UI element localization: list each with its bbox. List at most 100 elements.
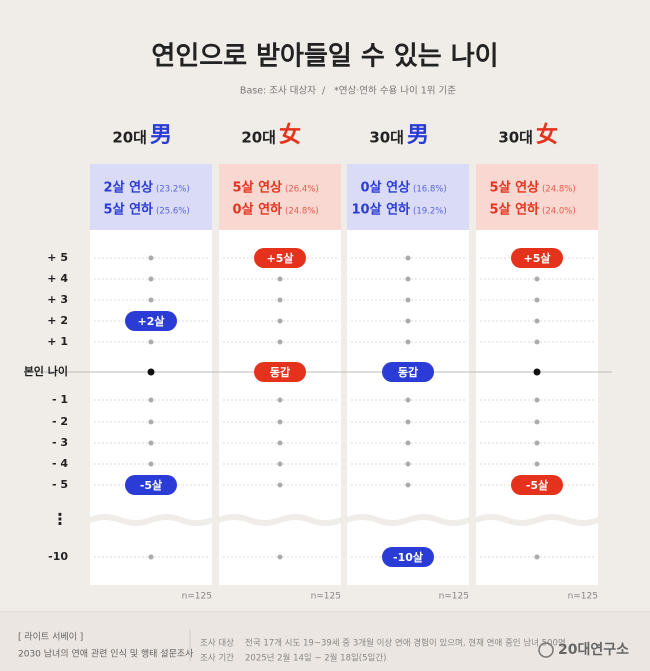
row-label: - 1	[52, 393, 68, 406]
badge	[511, 475, 563, 495]
dot	[277, 461, 283, 467]
older: 2살 연상	[104, 180, 153, 196]
column-body	[90, 230, 212, 585]
badge	[125, 475, 177, 495]
badge	[382, 362, 434, 382]
sample-size: n=125	[182, 592, 212, 602]
column-gender: 女	[279, 122, 301, 148]
dot	[148, 339, 154, 345]
badge	[254, 248, 306, 268]
dot	[405, 318, 411, 324]
self-dot	[533, 368, 541, 376]
column-age: 20대	[241, 129, 276, 147]
dot	[534, 461, 540, 467]
dot	[277, 482, 283, 488]
sample-size: n=125	[439, 592, 469, 602]
older-pct: (16.8%)	[413, 185, 447, 195]
row-label: - 2	[52, 415, 68, 428]
column-age: 30대	[369, 129, 404, 147]
row-label: + 1	[47, 335, 68, 348]
footer-target: 전국 17개 시도 19~39세 중 3개월 이상 연애 경험이 있으며, 현재…	[245, 638, 566, 649]
footer-period: 2025년 2월 14일 ~ 2월 18일(5일간)	[245, 653, 387, 664]
dot	[534, 440, 540, 446]
dot	[148, 397, 154, 403]
badge-label: 동갑	[270, 366, 290, 379]
dot	[277, 419, 283, 425]
dot	[148, 276, 154, 282]
row-label: - 3	[52, 436, 68, 449]
dot	[534, 419, 540, 425]
dot	[148, 554, 154, 560]
self-dot	[147, 368, 155, 376]
younger: 5살 연하	[490, 202, 539, 218]
dot	[534, 297, 540, 303]
dot	[277, 318, 283, 324]
column-gender: 男	[407, 123, 429, 148]
column-body	[347, 230, 469, 585]
dot	[148, 297, 154, 303]
younger-pct: (25.6%)	[156, 207, 190, 217]
summary-box	[219, 164, 341, 230]
dot	[148, 440, 154, 446]
dot	[405, 297, 411, 303]
row-label: 본인 나이	[24, 364, 68, 378]
row-label: + 3	[47, 293, 68, 306]
dot	[405, 339, 411, 345]
dot	[534, 318, 540, 324]
break	[219, 514, 341, 526]
badge-label: -5살	[140, 478, 162, 492]
dot	[148, 461, 154, 467]
older: 0살 연상	[361, 180, 410, 196]
title: 연인으로 받아들일 수 있는 나이	[151, 42, 498, 72]
row-label: + 2	[47, 314, 68, 327]
badge-label: -10살	[393, 550, 423, 564]
dot	[405, 482, 411, 488]
row-label: -10	[48, 550, 68, 563]
younger: 5살 연하	[104, 202, 153, 218]
dot	[277, 339, 283, 345]
column-age: 20대	[112, 129, 147, 147]
dot	[405, 255, 411, 261]
summary-box	[476, 164, 598, 230]
ellipsis: ⋮	[52, 510, 68, 529]
footer-period-label: 조사 기간	[200, 653, 234, 664]
sample-size: n=125	[311, 592, 341, 602]
dot	[534, 554, 540, 560]
base-note: Base: 조사 대상자	[240, 86, 316, 97]
dot	[405, 440, 411, 446]
footer-survey: 2030 남녀의 연애 관련 인식 및 행태 설문조사	[18, 648, 194, 660]
footer-bg	[0, 612, 650, 671]
summary-box	[347, 164, 469, 230]
logo: 20대연구소	[558, 642, 629, 658]
badge-label: +5살	[524, 251, 551, 265]
dot	[534, 276, 540, 282]
column-body	[476, 230, 598, 585]
dot	[277, 554, 283, 560]
dot	[148, 255, 154, 261]
column-gender: 女	[536, 122, 558, 148]
column-age: 30대	[498, 129, 533, 147]
footer-series: [ 라이트 서베이 ]	[18, 632, 83, 643]
younger-pct: (24.8%)	[285, 207, 319, 217]
badge	[254, 362, 306, 382]
row-label: + 5	[47, 251, 68, 264]
older: 5살 연상	[233, 180, 282, 196]
dot	[277, 276, 283, 282]
row-label: - 5	[52, 478, 68, 491]
older-pct: (23.2%)	[156, 185, 190, 195]
badge	[125, 311, 177, 331]
dot	[534, 339, 540, 345]
dot	[405, 397, 411, 403]
younger-pct: (19.2%)	[413, 207, 447, 217]
younger: 0살 연하	[233, 202, 282, 218]
dot	[405, 461, 411, 467]
older: 5살 연상	[490, 180, 539, 196]
dot	[277, 397, 283, 403]
break	[347, 514, 469, 526]
badge-label: +2살	[138, 314, 165, 328]
note: *연상·연하 수용 나이 1위 기준	[334, 85, 456, 97]
row-label: + 4	[47, 272, 68, 285]
summary-box	[90, 164, 212, 230]
dot	[405, 419, 411, 425]
